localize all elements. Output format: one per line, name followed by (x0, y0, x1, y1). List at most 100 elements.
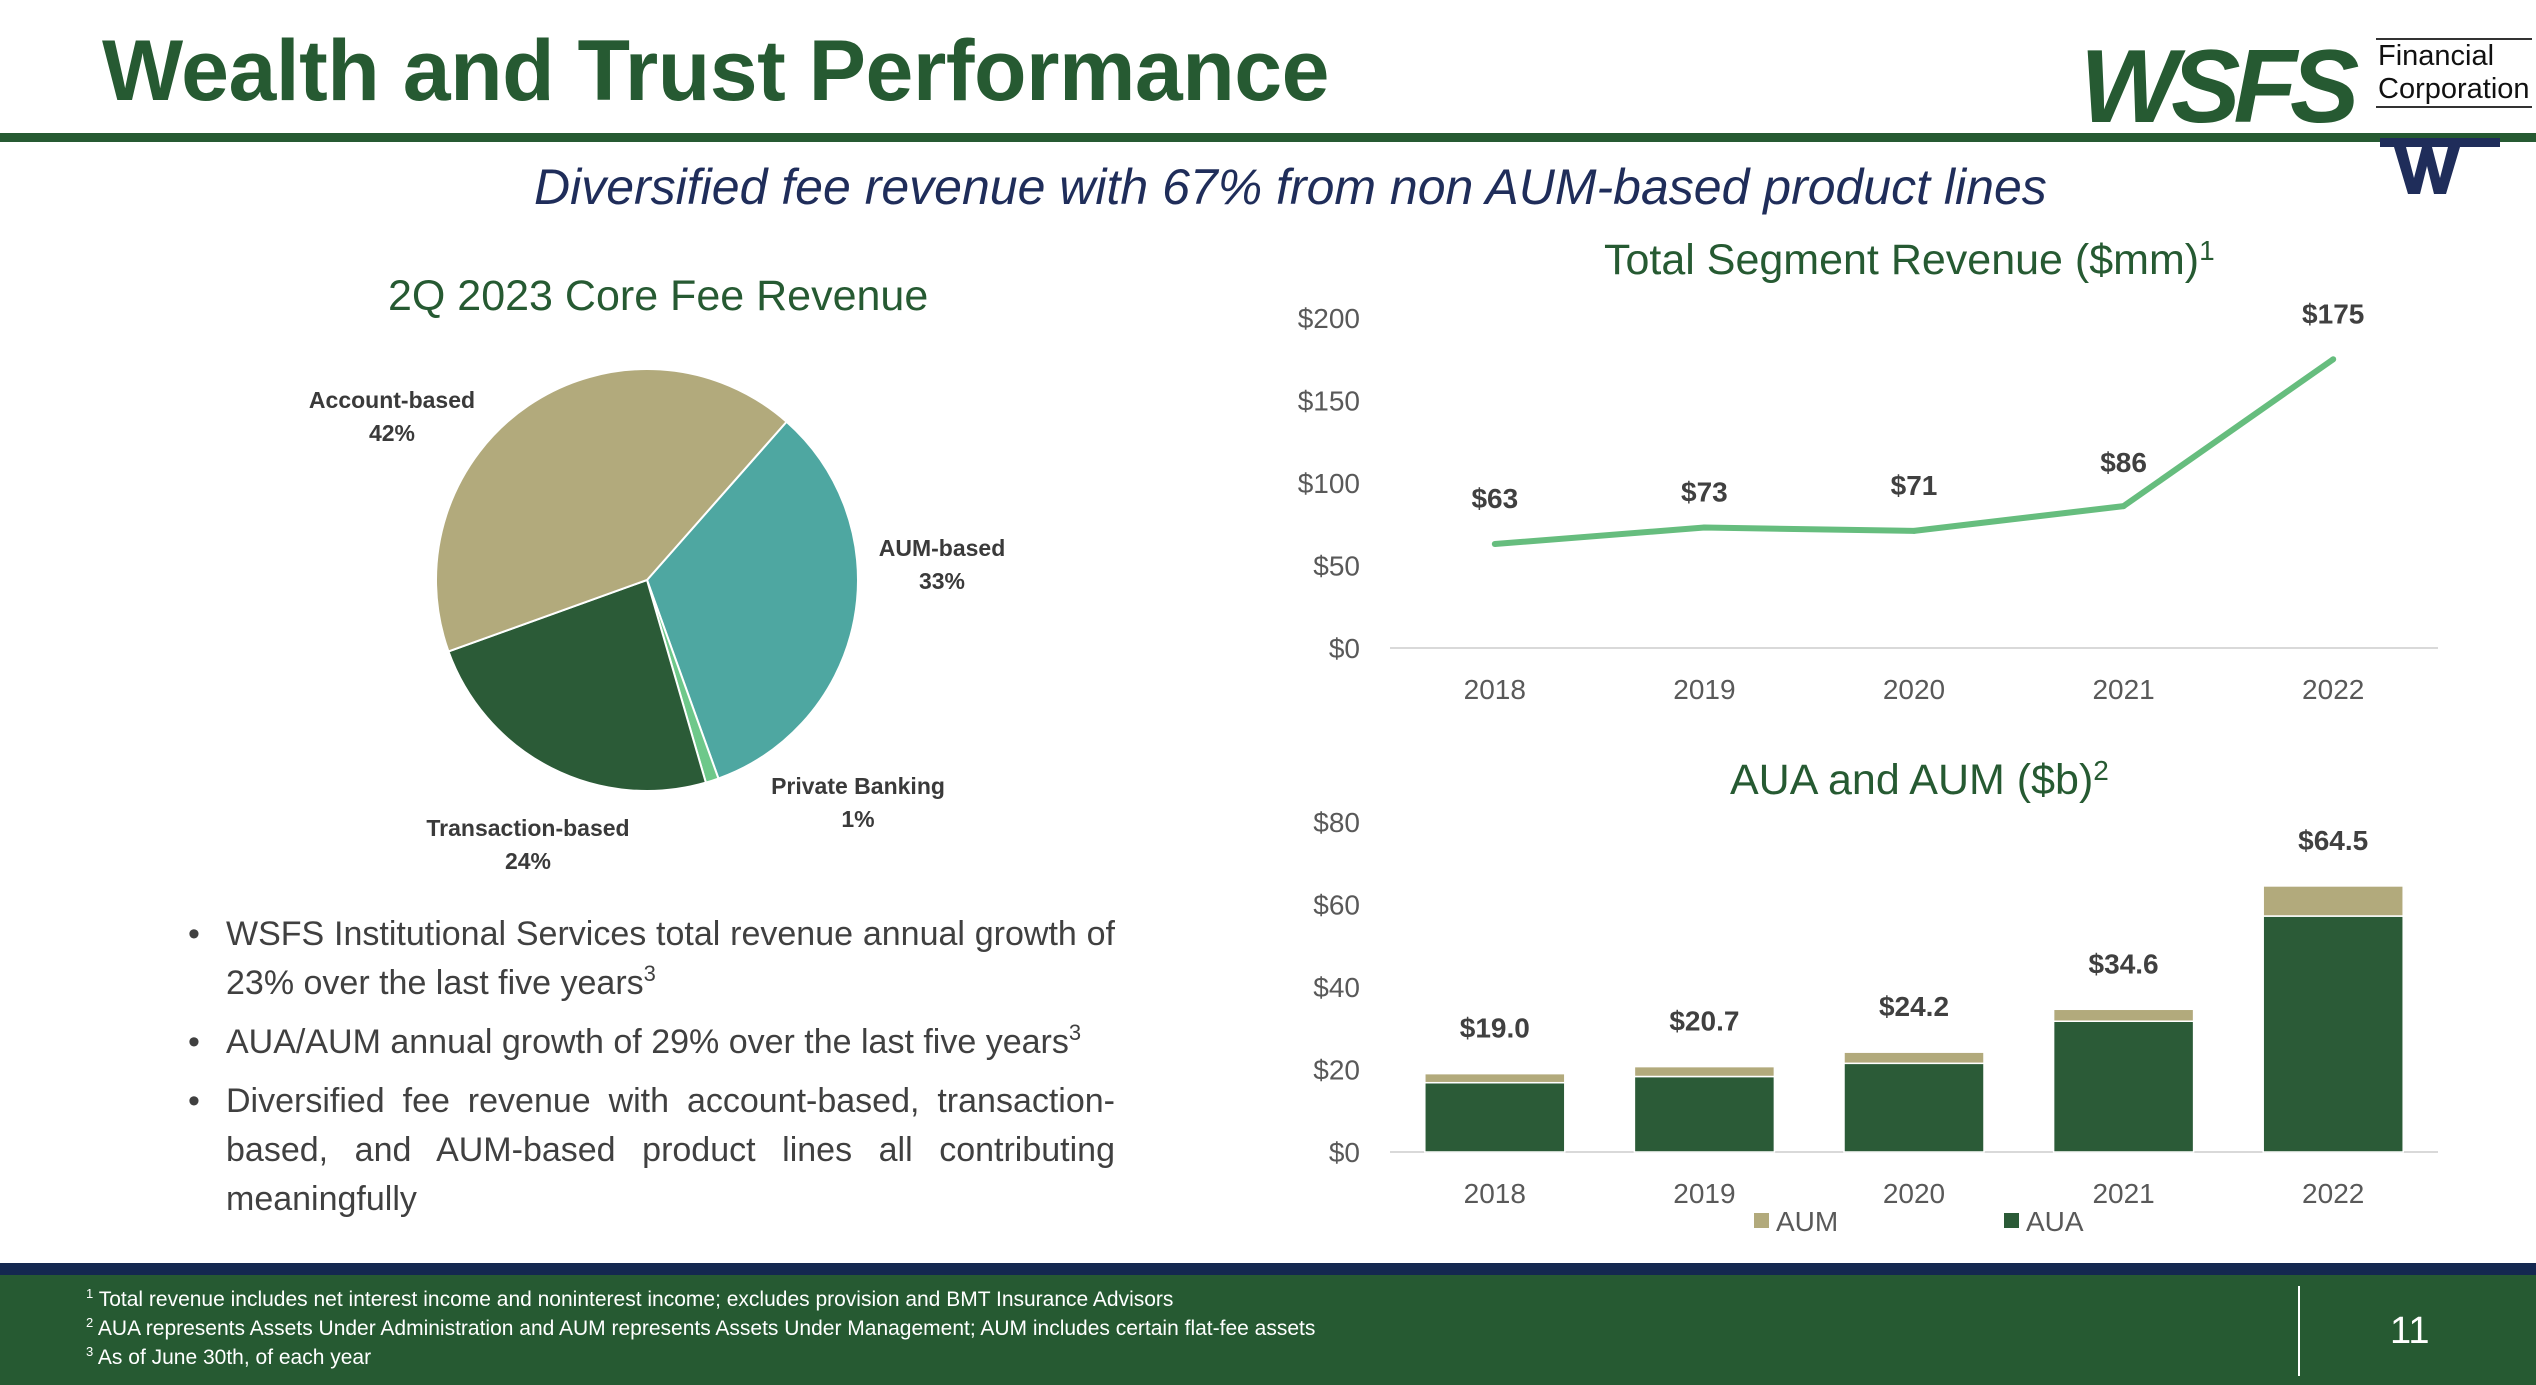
line-y-tick-label: $150 (1298, 386, 1360, 417)
pie-label-account-based-value: 42% (368, 420, 416, 446)
bar-x-tick-label: 2021 (2092, 1178, 2154, 1209)
bar-segment-aum (1843, 1051, 1985, 1065)
legend-swatch-aum (1754, 1213, 1769, 1228)
line-y-tick-label: $50 (1313, 551, 1360, 582)
bar-y-tick-label: $60 (1313, 890, 1360, 921)
bar-x-tick-label: 2020 (1883, 1178, 1945, 1209)
bar-total-label: $20.7 (1669, 1006, 1739, 1037)
line-data-label: $71 (1891, 470, 1938, 501)
logo-subtext-line1: Financial (2378, 40, 2495, 72)
pie-slice-account-based (435, 368, 788, 653)
logo-subtext-line2: Corporation (2378, 73, 2530, 105)
line-x-tick-label: 2021 (2092, 674, 2154, 705)
line-series-revenue (1494, 356, 2335, 547)
bar-total-label: $24.2 (1879, 991, 1949, 1022)
pie-slice-aum-based (645, 420, 859, 780)
footer-accent-bar (0, 1263, 2536, 1275)
page-subtitle: Diversified fee revenue with 67% from no… (534, 159, 2047, 215)
line-x-tick-label: 2018 (1464, 674, 1526, 705)
bar-segment-aua (2262, 915, 2404, 1153)
bar-segment-aua (1843, 1062, 1985, 1153)
line-data-label: $86 (2100, 447, 2147, 478)
footnote-1-text: Total revenue includes net interest inco… (98, 1288, 1174, 1311)
line-chart-title-text: Total Segment Revenue ($mm) (1604, 236, 2200, 284)
line-y-tick-label: $100 (1298, 468, 1360, 499)
bullet-text: WSFS Institutional Services total revenu… (226, 915, 1115, 1002)
pie-label-account-based-name: Account-based (308, 387, 476, 413)
bar-segment-aua (1424, 1081, 1566, 1153)
line-point (1701, 524, 1708, 531)
bar-total-label: $19.0 (1460, 1013, 1530, 1044)
pie-label-transaction-based-name: Transaction-based (426, 815, 630, 841)
footnote-2-marker: 2 (86, 1315, 94, 1330)
bar-segment-aua (2052, 1020, 2195, 1153)
bullet-footnote-ref: 3 (1068, 1020, 1082, 1045)
pie-label-account-based: Account-based 42% (282, 384, 502, 450)
pie-label-private-banking: Private Banking 1% (748, 770, 968, 836)
line-chart-title-footnote: 1 (2199, 235, 2215, 266)
bar-y-tick-label: $20 (1313, 1055, 1360, 1086)
pie-label-aum-based: AUM-based 33% (832, 532, 1052, 598)
legend-label-aua: AUA (2026, 1206, 2084, 1237)
bar-segment-aum (2052, 1008, 2195, 1022)
page-number: 11 (2390, 1310, 2430, 1352)
line-y-tick-label: $200 (1298, 303, 1360, 334)
bar-chart-title-footnote: 2 (2093, 755, 2109, 786)
line-point (1911, 527, 1917, 534)
bullet-item: WSFS Institutional Services total revenu… (180, 910, 1115, 1008)
legend-label-aum: AUM (1776, 1206, 1838, 1237)
line-point (2120, 503, 2127, 510)
pie-label-aum-based-name: AUM-based (878, 535, 1006, 561)
line-chart-title: Total Segment Revenue ($mm)1 (1604, 236, 2215, 285)
line-x-tick-label: 2019 (1673, 674, 1735, 705)
line-x-tick-label: 2020 (1883, 674, 1945, 705)
footer-divider (2298, 1286, 2300, 1376)
bar-y-tick-label: $0 (1329, 1137, 1360, 1168)
bar-y-tick-label: $80 (1313, 807, 1360, 838)
footnote-2: 2 AUA represents Assets Under Administra… (86, 1314, 1315, 1343)
line-y-tick-label: $0 (1329, 633, 1360, 664)
bullet-text: AUA/AUM annual growth of 29% over the la… (226, 1023, 1069, 1061)
bar-segment-aum (2262, 885, 2404, 917)
footnote-1-marker: 1 (86, 1286, 94, 1301)
bullet-item: Diversified fee revenue with account-bas… (180, 1077, 1115, 1224)
bar-total-label: $34.6 (2089, 948, 2159, 979)
footer-band (0, 1263, 2536, 1385)
footnotes: 1 Total revenue includes net interest in… (86, 1285, 1315, 1372)
line-point (2330, 356, 2337, 363)
bullet-item: AUA/AUM annual growth of 29% over the la… (180, 1018, 1115, 1067)
footnote-1: 1 Total revenue includes net interest in… (86, 1285, 1315, 1314)
bar-x-tick-label: 2019 (1673, 1178, 1735, 1209)
wsfs-logo: WSFS Financial Corporation (2080, 28, 2532, 194)
line-data-label: $73 (1681, 477, 1728, 508)
line-point (1491, 541, 1498, 548)
pie-label-transaction-based: Transaction-based 24% (398, 812, 658, 878)
pie-slice-transaction-based (447, 578, 708, 792)
bar-segment-aua (1633, 1075, 1776, 1153)
bullet-text: Diversified fee revenue with account-bas… (226, 1082, 1115, 1218)
pie-chart-title: 2Q 2023 Core Fee Revenue (388, 272, 929, 320)
logo-w-mark (2380, 138, 2500, 194)
legend-swatch-aua (2004, 1213, 2019, 1228)
bar-chart-title-text: AUA and AUM ($b) (1730, 756, 2094, 804)
footnote-3-marker: 3 (86, 1344, 94, 1359)
core-fee-pie-chart (435, 368, 859, 792)
bar-y-tick-label: $40 (1313, 972, 1360, 1003)
bullet-list: WSFS Institutional Services total revenu… (180, 910, 1115, 1234)
footnote-3-text: As of June 30th, of each year (97, 1346, 372, 1369)
line-data-label: $175 (2302, 298, 2364, 329)
pie-label-private-banking-value: 1% (841, 806, 875, 832)
page-title: Wealth and Trust Performance (102, 23, 1329, 119)
title-rule (0, 133, 2536, 142)
bar-x-tick-label: 2018 (1464, 1178, 1526, 1209)
line-data-label: $63 (1471, 483, 1518, 514)
pie-label-aum-based-value: 33% (918, 568, 966, 594)
bar-segment-aum (1633, 1065, 1776, 1078)
logo-subtext: Financial Corporation (2376, 38, 2532, 108)
bullet-footnote-ref: 3 (643, 961, 656, 986)
pie-label-private-banking-name: Private Banking (771, 773, 945, 799)
footnote-2-text: AUA represents Assets Under Administrati… (97, 1317, 1316, 1340)
bar-x-tick-label: 2022 (2302, 1178, 2364, 1209)
logo-wordmark: WSFS (2080, 29, 2359, 145)
